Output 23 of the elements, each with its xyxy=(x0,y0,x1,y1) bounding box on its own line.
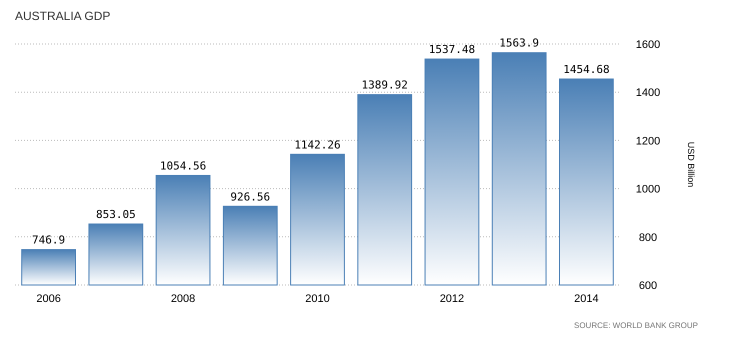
data-label: 1454.68 xyxy=(563,63,610,76)
data-label: 1537.48 xyxy=(428,43,476,56)
x-tick-label: 2012 xyxy=(440,293,464,305)
y-tick-label: 1000 xyxy=(636,184,660,196)
y-tick-label: 600 xyxy=(638,280,658,292)
y-tick-label: 1600 xyxy=(636,39,660,51)
y-tick-label: 1200 xyxy=(636,135,660,148)
data-label: 1389.92 xyxy=(362,78,408,92)
x-tick-label: 2006 xyxy=(36,293,61,305)
source-note: SOURCE: WORLD BANK GROUP xyxy=(574,321,698,330)
chart-title: AUSTRALIA GDP xyxy=(15,9,110,23)
y-tick-label: 800 xyxy=(638,232,658,244)
x-tick-label: 2014 xyxy=(574,293,599,305)
data-label: 1142.26 xyxy=(294,138,341,152)
data-label: 1054.56 xyxy=(160,159,206,172)
data-label: 926.56 xyxy=(230,190,270,204)
data-label: 853.05 xyxy=(96,208,136,222)
y-axis-title: USD Billion xyxy=(686,142,696,188)
x-tick-label: 2010 xyxy=(305,293,330,305)
data-label: 746.9 xyxy=(32,234,66,247)
data-label: 1563.9 xyxy=(499,36,540,50)
y-tick-label: 1400 xyxy=(636,87,660,100)
x-tick-label: 2008 xyxy=(170,293,196,305)
